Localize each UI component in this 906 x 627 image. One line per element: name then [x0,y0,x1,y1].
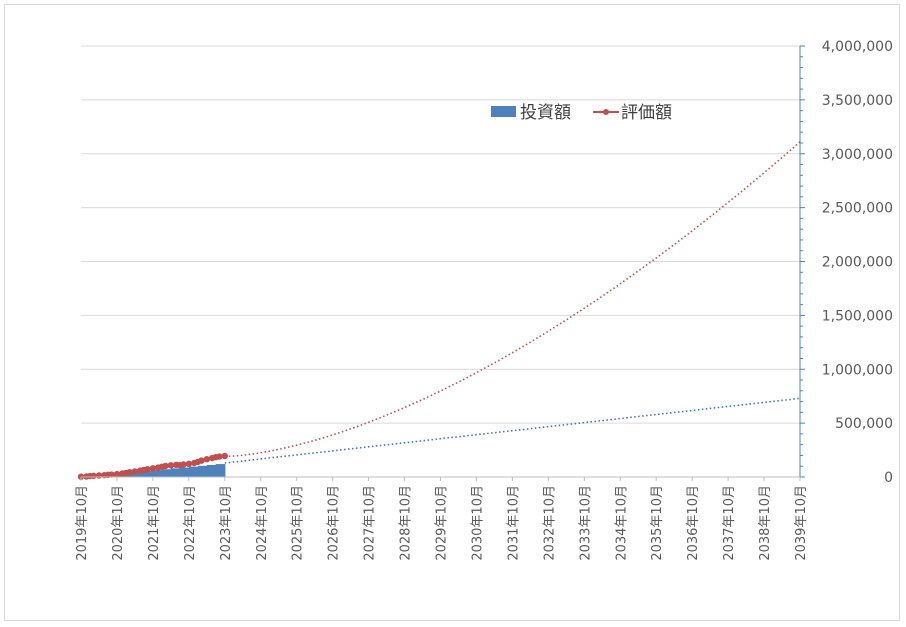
x-tick-label: 2033年10月 [578,485,593,561]
legend-label-investment: 投資額 [520,103,571,123]
y-tick-label: 1,500,000 [822,308,893,324]
bar-investment [215,464,226,477]
point-value [149,465,157,472]
axis-layer: 0 500,000 1,000,000 1,500,000 2,000,000 2,500… [75,39,893,561]
point-value [162,462,169,470]
x-tick-label: 2031年10月 [506,485,521,561]
trendline-value [224,141,801,458]
bar-investment [197,465,208,477]
x-tick-label: 2024年10月 [255,485,270,561]
point-value [108,471,115,478]
point-value [126,468,133,476]
x-tick-label: 2038年10月 [758,485,773,561]
x-tick-label: 2032年10月 [542,485,557,561]
x-tick-label: 2019年10月 [75,485,90,561]
y-tick-label: 4,000,000 [822,39,893,55]
x-tick-label: 2026年10月 [327,485,342,561]
bar-investment [179,467,190,477]
y-tick-label: 0 [884,470,893,486]
x-tick-label: 2025年10月 [291,485,306,561]
trend-layer [224,141,801,464]
point-value [221,452,228,460]
legend-swatch-value-marker [603,109,609,115]
legend: 投資額 評価額 [491,103,672,123]
chart-frame: 0 500,000 1,000,000 1,500,000 2,000,000 2,500… [4,4,900,621]
point-value [203,456,211,463]
point-value [167,462,175,469]
x-tick-label: 2023年10月 [219,485,234,561]
y-tick-label: 2,000,000 [822,255,893,271]
bar-investment [170,468,181,477]
point-value [144,466,151,473]
line-layer [77,452,228,480]
x-tick-label: 2022年10月 [183,485,198,561]
y-tick-label: 1,000,000 [822,362,893,378]
point-value [216,453,223,460]
x-tick-label: 2027年10月 [363,485,378,561]
legend-swatch-investment [491,106,516,117]
x-tick-label: 2020年10月 [111,485,126,561]
x-tick-label: 2036年10月 [686,485,701,561]
chart-svg: 0 500,000 1,000,000 1,500,000 2,000,000 2,500… [75,39,893,561]
trendline-investment [224,397,801,464]
x-tick-label: 2029年10月 [435,485,450,561]
bar-investment [134,471,145,477]
legend-label-value: 評価額 [621,103,672,123]
point-value [198,457,205,464]
point-value [180,461,187,468]
y-tick-label: 2,500,000 [822,201,893,217]
grid-layer [81,45,800,424]
x-tick-label: 2037年10月 [722,485,737,561]
x-tick-label: 2039年10月 [794,485,809,561]
point-value [113,470,121,478]
bar-investment [161,469,172,477]
bar-investment [206,464,217,477]
bar-investment [152,470,163,477]
x-tick-label: 2030年10月 [470,485,485,561]
x-tick-label: 2021年10月 [147,485,162,561]
bar-investment [188,466,199,477]
point-value [131,468,139,475]
y-tick-label: 3,500,000 [822,93,893,109]
y-tick-label: 500,000 [835,416,893,432]
x-tick-label: 2034年10月 [614,485,629,561]
point-value [185,460,193,468]
bar-investment [143,470,154,477]
x-tick-label: 2035年10月 [650,485,665,561]
y-tick-label: 3,000,000 [822,147,893,163]
x-tick-label: 2028年10月 [399,485,414,561]
